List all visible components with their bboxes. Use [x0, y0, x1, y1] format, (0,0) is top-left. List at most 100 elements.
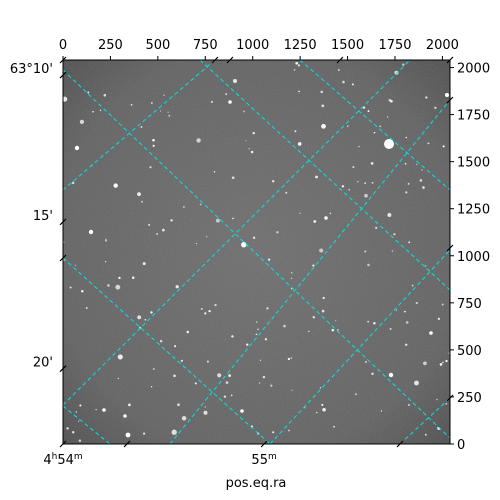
star: [144, 318, 147, 321]
world-tick-mark: [211, 56, 219, 64]
star: [354, 393, 357, 396]
star: [333, 425, 335, 428]
star: [156, 233, 158, 235]
star: [358, 145, 360, 148]
star: [329, 212, 332, 215]
star: [128, 403, 131, 407]
bright-star: [384, 139, 394, 149]
star: [312, 264, 315, 267]
star: [276, 231, 279, 234]
world-tick-mark: [59, 218, 67, 226]
star: [173, 374, 176, 378]
world-tick-mark: [336, 56, 344, 64]
star: [79, 404, 82, 407]
world-axis-ticks: 4h54m 55m 63°10' 15' 20': [10, 56, 454, 468]
star: [99, 109, 102, 112]
star: [404, 310, 406, 313]
star: [159, 110, 162, 112]
star: [81, 289, 84, 293]
star: [395, 309, 398, 311]
star: [196, 138, 201, 143]
star: [404, 343, 408, 347]
star: [180, 359, 183, 362]
star: [319, 248, 324, 253]
star: [78, 420, 80, 422]
star: [322, 296, 325, 300]
star: [351, 83, 354, 86]
star: [320, 90, 323, 94]
star: [194, 382, 197, 385]
world-tick-mark: [59, 254, 67, 262]
star: [266, 307, 269, 310]
star: [255, 321, 258, 323]
star: [421, 169, 423, 171]
grid-line: [269, 249, 450, 444]
bright-star: [125, 432, 131, 438]
x-tick-label: 1500: [331, 38, 364, 53]
star: [152, 368, 155, 370]
star: [168, 114, 171, 117]
grid-line: [63, 69, 450, 439]
star: [74, 264, 77, 266]
bright-star: [74, 145, 80, 151]
bright-star: [123, 414, 127, 418]
star: [321, 403, 324, 406]
star: [389, 327, 392, 330]
world-tick-mark: [226, 56, 234, 64]
star: [264, 338, 268, 341]
star: [422, 186, 425, 189]
star: [321, 123, 326, 129]
x-tick-label: 1000: [236, 38, 269, 53]
star: [204, 312, 207, 315]
pixel-axis-ticks: 0 250 500 750 1000 1250 1500 1750 2000 0 250 500 750…: [59, 38, 490, 453]
grid-line: [299, 60, 450, 191]
star: [105, 238, 107, 241]
star: [104, 260, 107, 263]
star: [405, 321, 409, 324]
star: [419, 179, 423, 182]
star: [442, 145, 445, 148]
y-tick-label: 1750: [457, 109, 490, 124]
star: [241, 241, 247, 248]
star: [228, 374, 231, 377]
star: [442, 361, 444, 364]
x-tick-label: 0: [59, 38, 67, 53]
star: [170, 219, 173, 222]
star: [342, 80, 345, 84]
star: [364, 361, 367, 363]
bright-star: [102, 408, 106, 412]
world-tick-mark: [59, 71, 67, 79]
star: [370, 162, 374, 165]
star: [425, 96, 428, 99]
world-tick-mark: [123, 440, 131, 448]
star: [290, 357, 293, 359]
star: [214, 303, 217, 307]
star: [407, 183, 410, 185]
star: [232, 217, 234, 220]
sky-noise: [63, 60, 450, 444]
star: [321, 309, 325, 313]
star: [367, 110, 370, 113]
star: [391, 250, 394, 252]
star: [149, 166, 152, 169]
star: [152, 144, 155, 147]
star: [117, 354, 123, 360]
star: [390, 99, 393, 103]
star: [371, 181, 374, 184]
world-tick-mark: [446, 244, 454, 252]
star: [441, 303, 444, 306]
x-tick-label: 1250: [284, 38, 317, 53]
star: [437, 426, 439, 429]
star: [427, 142, 430, 145]
star: [174, 345, 177, 348]
star: [79, 119, 84, 124]
dec-tick-label: 63°10': [10, 62, 53, 77]
star: [362, 106, 366, 109]
star: [402, 63, 405, 66]
star: [231, 335, 234, 338]
y-tick-label: 2000: [457, 62, 490, 77]
star: [416, 163, 418, 166]
grid-line: [63, 60, 216, 191]
star: [217, 373, 222, 378]
